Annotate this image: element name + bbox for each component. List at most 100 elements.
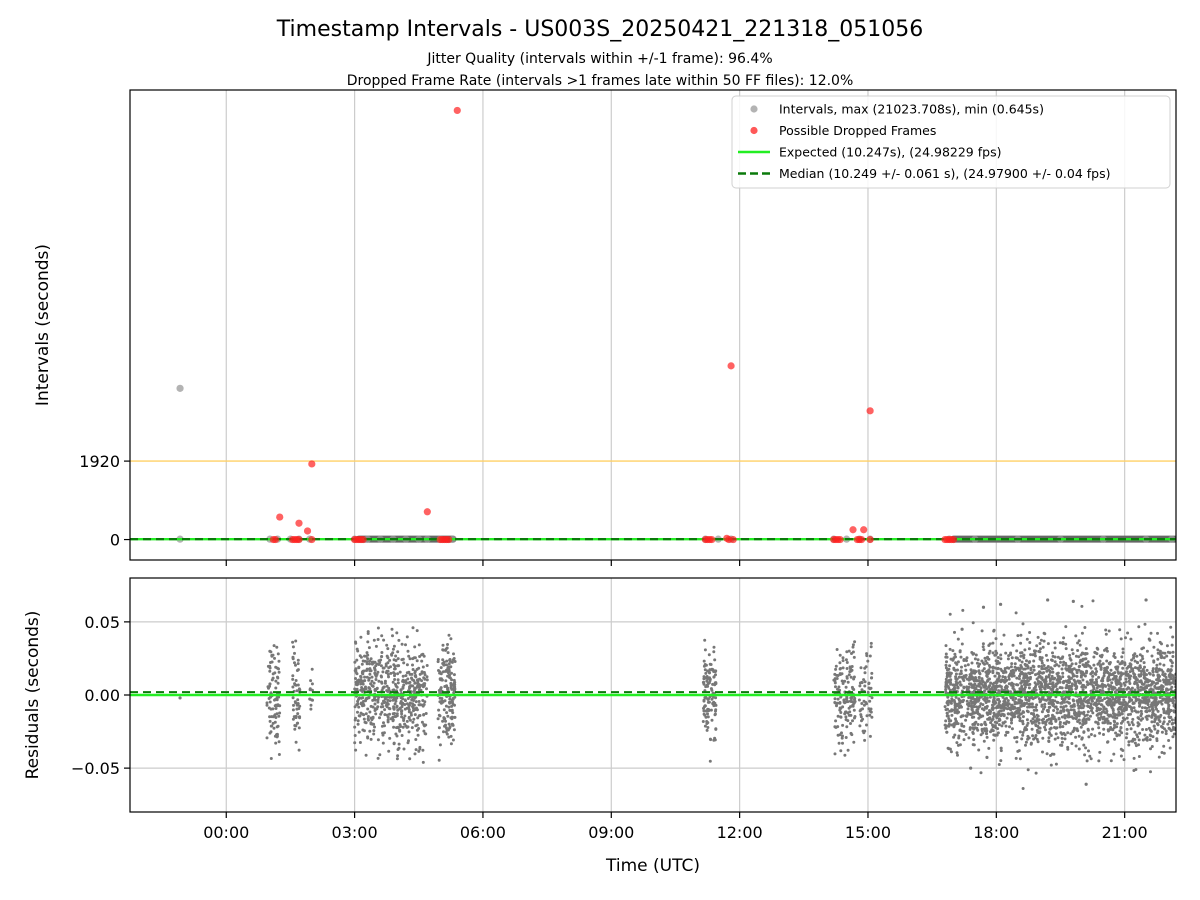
residual-point-3302 [1025,701,1029,705]
residual-point-665 [369,657,373,661]
residual-point-2631 [1082,652,1086,656]
residual-point-2816 [1147,705,1151,709]
residual-point-1179 [839,673,842,676]
residual-point-700 [406,697,410,700]
residual-point-876 [450,671,453,675]
residual-point-3292 [1159,700,1163,703]
dropped-frame-point-41 [866,535,874,544]
residual-point-2605 [1019,712,1023,716]
residual-point-3079 [1062,636,1066,640]
residual-point-3147 [1039,638,1043,642]
residual-point-3193 [1081,718,1085,722]
residual-point-287 [374,644,378,648]
residual-point-3729 [1064,642,1068,646]
residual-point-645 [359,655,363,659]
residual-point-3819 [1061,671,1065,675]
residual-point-395 [411,720,415,724]
residual-point-1593 [962,738,966,742]
residual-point-1020 [702,682,706,686]
residual-point-3073 [1169,708,1173,712]
legend-label-1: Possible Dropped Frames [779,123,936,138]
residual-point-755 [423,677,427,681]
residual-point-3797 [1022,674,1026,678]
residual-point-495 [411,657,415,661]
residual-point-1037 [711,701,715,705]
residual-point-2897 [1035,737,1039,741]
residual-point-2122 [987,644,991,647]
residual-point-107 [296,683,300,687]
residual-point-2114 [1065,683,1069,687]
residual-point-1176 [851,704,855,708]
residual-point-3553 [985,732,988,736]
residual-point-2828 [1035,644,1039,648]
residual-point-763 [417,703,421,707]
residual-point-2129 [1031,734,1035,738]
residual-point-3620 [1033,681,1037,685]
residual-point-246 [391,634,394,638]
residual-point-3599 [1168,720,1171,723]
residual-point-3175 [991,723,994,727]
residual-point-2852 [974,653,978,657]
residual-point-3760 [1112,652,1116,656]
residual-point-2239 [1116,660,1120,664]
residual-point-1031 [714,709,717,713]
residual-point-3493 [1057,716,1061,720]
residual-point-922 [453,660,457,663]
residual-point-2131 [1131,717,1135,721]
residual-point-3347 [1113,720,1117,724]
residual-point-3363 [1050,659,1054,662]
residual-point-2750 [1171,635,1175,639]
dropped-frame-point-37 [836,535,844,544]
residual-point-388 [403,698,407,702]
residual-point-3638 [1136,661,1140,665]
dropped-frame-point-2 [866,407,874,415]
residual-point-749 [411,626,415,630]
residual-point-2889 [1067,675,1071,679]
residual-point-3392 [1132,769,1136,772]
residual-point-2923 [997,723,1001,727]
dropped-frame-point-1 [727,362,735,370]
residual-point-2327 [1086,727,1090,731]
residual-point-2628 [947,717,951,721]
residual-point-2572 [1169,658,1173,662]
residual-point-3489 [1120,731,1124,735]
residual-point-2308 [1140,712,1144,716]
residual-point-299 [425,675,429,679]
residual-point-1206 [847,673,851,677]
residual-point-3317 [986,672,990,676]
residual-point-1009 [712,645,716,649]
residual-point-3136 [1095,709,1099,713]
residual-point-3784 [1080,737,1084,741]
residual-point-2417 [1043,667,1047,671]
residual-point-3210 [1032,712,1035,716]
residual-point-2756 [1104,632,1108,636]
residual-point-131 [294,639,298,643]
residual-point-759 [362,688,366,692]
residual-point-3273 [1173,710,1176,714]
residual-point-3834 [955,683,959,687]
residual-point-3155 [1072,704,1076,708]
residual-point-2758 [1085,759,1089,763]
residual-point-696 [411,702,415,706]
residual-point-3821 [1003,702,1007,706]
residual-point-3550 [1013,700,1017,704]
residual-point-2789 [1168,746,1172,750]
residual-point-2345 [1106,740,1109,744]
residual-point-2393 [982,739,986,743]
residual-point-2346 [973,657,977,661]
residual-point-3212 [1041,721,1045,725]
residual-point-892 [445,646,449,650]
residual-point-3354 [1003,675,1007,679]
residual-point-2993 [1126,665,1130,669]
residual-point-576 [401,657,405,661]
residual-point-2017 [1122,681,1126,685]
residual-point-1084 [837,685,841,689]
residual-point-1616 [1157,718,1161,722]
residual-point-3183 [1133,659,1137,663]
residual-point-3606 [1168,651,1172,655]
residual-point-2431 [1019,654,1023,658]
residual-point-1929 [1127,723,1131,727]
residual-point-2627 [999,713,1003,717]
residual-point-3520 [1063,716,1067,720]
residual-point-309 [382,731,386,735]
